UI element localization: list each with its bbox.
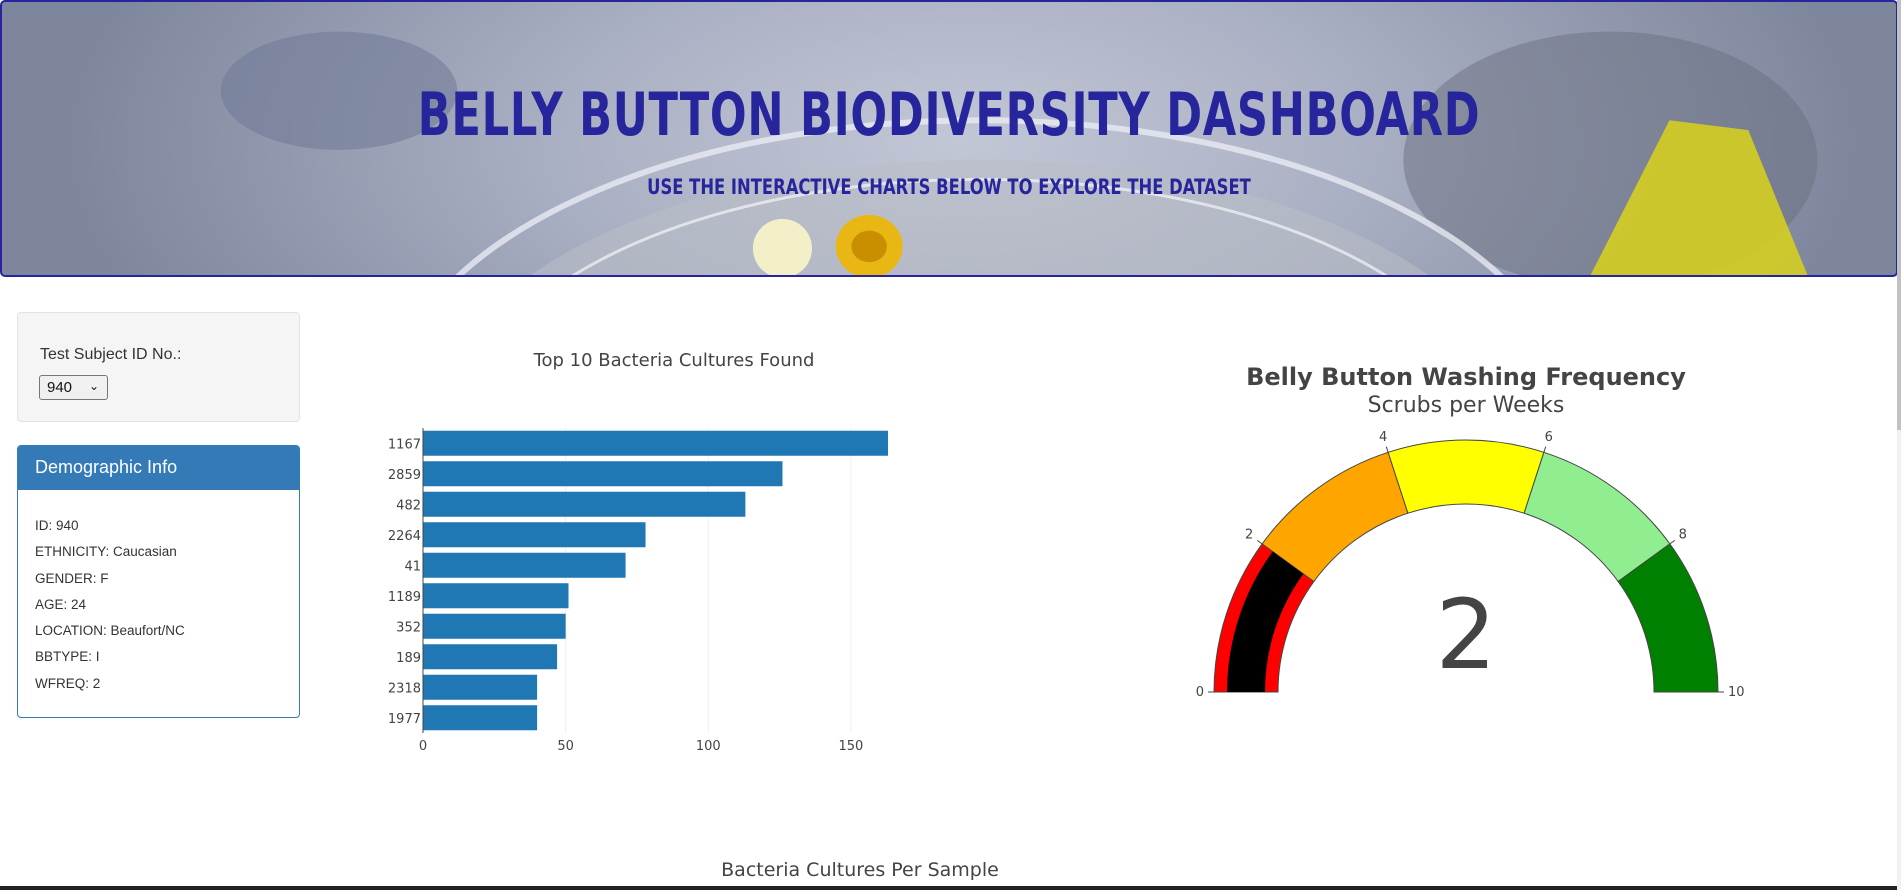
gauge-tick-label: 10 [1728,685,1745,700]
demographic-row-gender: GENDER: F [35,570,109,586]
demographic-panel-heading: Demographic Info [18,446,299,490]
gauge-tick [1669,539,1676,545]
bar-1977[interactable] [423,705,538,731]
subject-id-select[interactable]: 940 ⌄ [39,375,108,400]
bar-x-tick-label: 0 [419,739,427,750]
bar-chart: 0 50 100 150 1167 2859 482 2264 41 1189 352 189 2318… [388,428,889,750]
bubble-chart-title: Bacteria Cultures Per Sample [721,859,999,881]
bar-189[interactable] [423,644,558,670]
gauge-value-number: 2 [1435,579,1496,691]
bar-x-tick-label: 50 [557,739,574,750]
bar-category-label: 2318 [388,681,421,696]
window-bottom-edge [0,886,1897,890]
gauge-value-bar [1227,551,1304,692]
gauge-tick [1385,446,1389,453]
gauge-title: Belly Button Washing Frequency [1246,363,1686,391]
gauge-tick-label: 0 [1196,685,1204,700]
page-scrollbar-track[interactable] [1897,0,1901,890]
demographic-row-bbtype: BBTYPE: I [35,649,100,665]
bar-2264[interactable] [423,522,646,548]
bar-x-tick-label: 150 [839,739,864,750]
gauge-tick-label: 2 [1245,527,1253,542]
page-subtitle: Use the interactive charts below to expl… [647,175,1251,199]
bar-category-label: 189 [396,651,421,666]
bar-category-label: 2264 [388,529,421,544]
bar-2859[interactable] [423,461,783,487]
gauge-tick [1543,446,1547,453]
bar-2318[interactable] [423,674,538,700]
bar-chart-title: Top 10 Bacteria Cultures Found [533,350,815,371]
demographic-row-ethnicity: ETHNICITY: Caucasian [35,544,177,560]
gauge-tick-label: 4 [1379,430,1387,445]
bar-category-label: 1167 [388,437,421,452]
bar-x-tick-label: 100 [696,739,721,750]
page-scrollbar-thumb[interactable] [1897,0,1901,430]
bar-category-label: 352 [396,620,421,635]
gauge-subtitle: Scrubs per Weeks [1367,393,1565,418]
petri-dish-background [220,31,1818,275]
subject-selector-label: Test Subject ID No.: [40,346,182,363]
bar-352[interactable] [423,613,566,639]
gauge-tick-label: 8 [1679,527,1687,542]
demographic-row-age: AGE: 24 [35,596,87,612]
gauge-chart: 0 2 4 6 8 10 2 [1196,430,1745,700]
header-jumbotron: Belly Button Biodiversity Dashboard Use … [0,0,1898,277]
gauge-step-2 [1387,439,1545,514]
bar-1167[interactable] [423,430,889,456]
bar-41[interactable] [423,552,626,578]
gauge-tick-label: 6 [1545,430,1553,445]
demographic-panel-body: ID: 940 ETHNICITY: Caucasian GENDER: F A… [18,490,299,700]
demographic-row-wfreq: WFREQ: 2 [35,675,101,691]
gauge-tick [1256,539,1263,545]
demographic-row-id: ID: 940 [35,518,79,533]
gauge-step-4 [1617,543,1719,693]
bar-category-label: 1977 [388,712,421,727]
chevron-down-icon: ⌄ [88,379,99,393]
bar-category-label: 482 [396,498,421,513]
demographic-row-location: LOCATION: Beaufort/NC [35,623,185,639]
demographic-panel: Demographic Info ID: 940 ETHNICITY: Cauc… [17,445,300,718]
bar-482[interactable] [423,491,746,517]
bar-category-label: 2859 [388,468,421,483]
page-title: Belly Button Biodiversity Dashboard [417,80,1481,150]
bar-category-label: 41 [404,559,421,574]
bar-category-label: 1189 [388,590,421,605]
subject-selector-well: Test Subject ID No.: 940 ⌄ [17,312,300,422]
bar-1189[interactable] [423,583,569,609]
subject-id-selected-value: 940 [47,379,73,396]
